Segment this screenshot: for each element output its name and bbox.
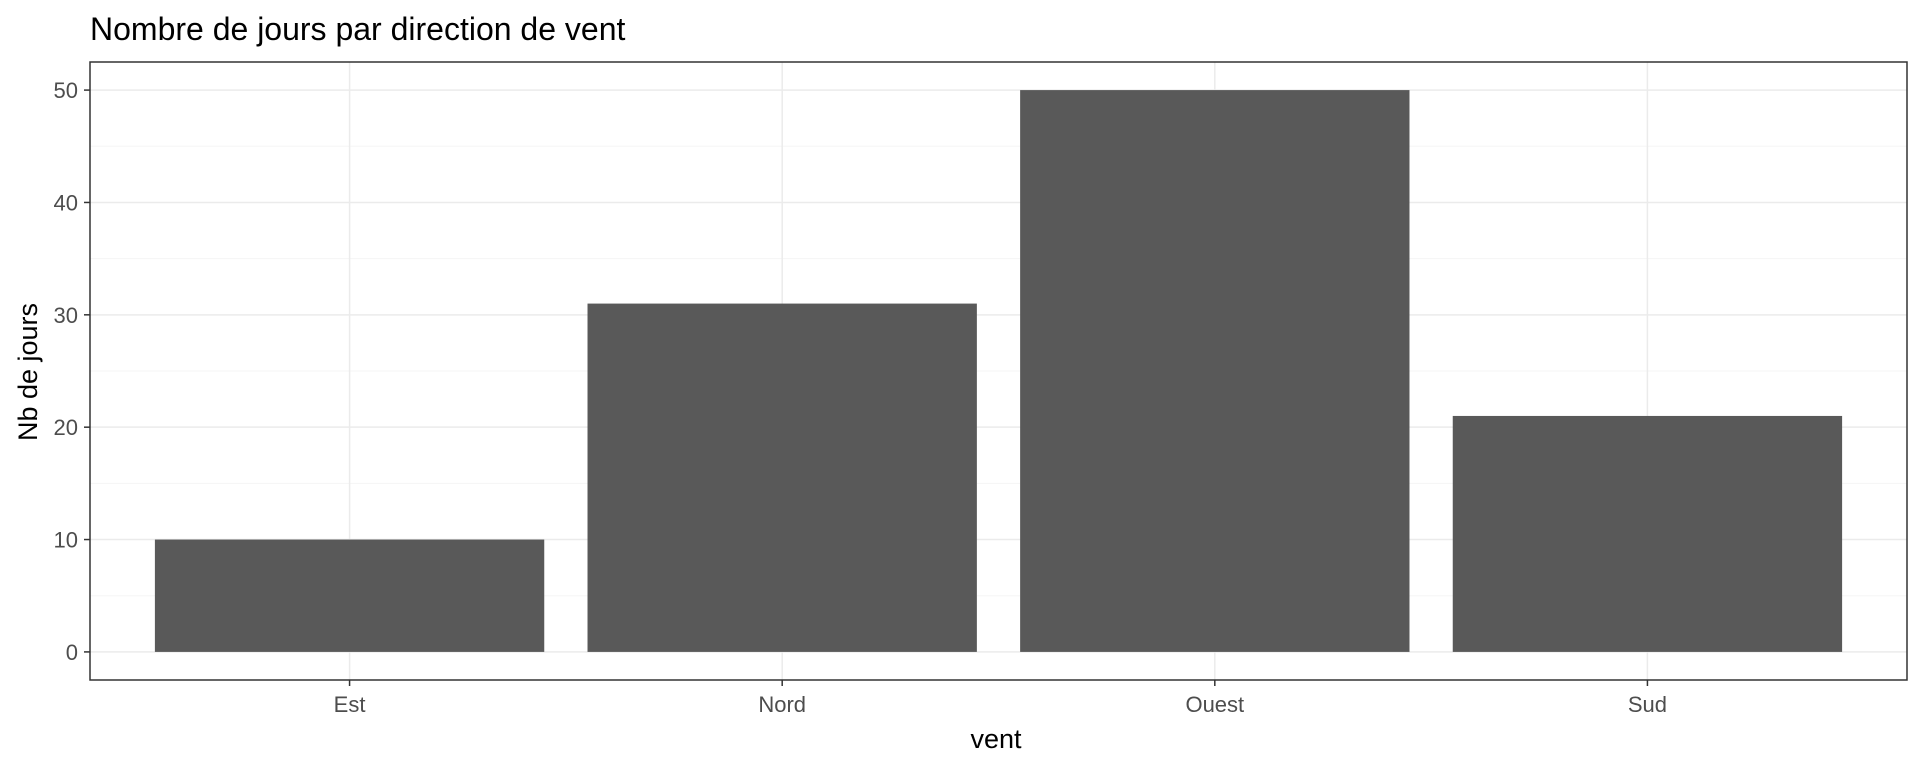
x-tick-label: Est [334,692,366,717]
bar-sud [1452,415,1843,652]
y-axis-title: Nb de jours [13,303,43,441]
x-axis-title: vent [970,724,1022,754]
chart-title: Nombre de jours par direction de vent [90,11,626,47]
bars [154,90,1843,652]
bar-est [154,539,545,652]
y-tick-label: 30 [54,303,78,328]
panel-border [89,61,1908,681]
x-tick-label: Sud [1628,692,1667,717]
y-tick-label: 10 [54,528,78,553]
y-tick-label: 40 [54,190,78,215]
y-tick-label: 50 [54,78,78,103]
axes: 0 10 20 30 40 50 Est Nord Ouest Sud [54,78,1667,717]
bar-ouest [1020,90,1410,652]
bar-nord [587,303,977,652]
x-tick-label: Nord [758,692,806,717]
x-tick-label: Ouest [1185,692,1244,717]
y-tick-label: 20 [54,415,78,440]
y-tick-label: 0 [66,640,78,665]
